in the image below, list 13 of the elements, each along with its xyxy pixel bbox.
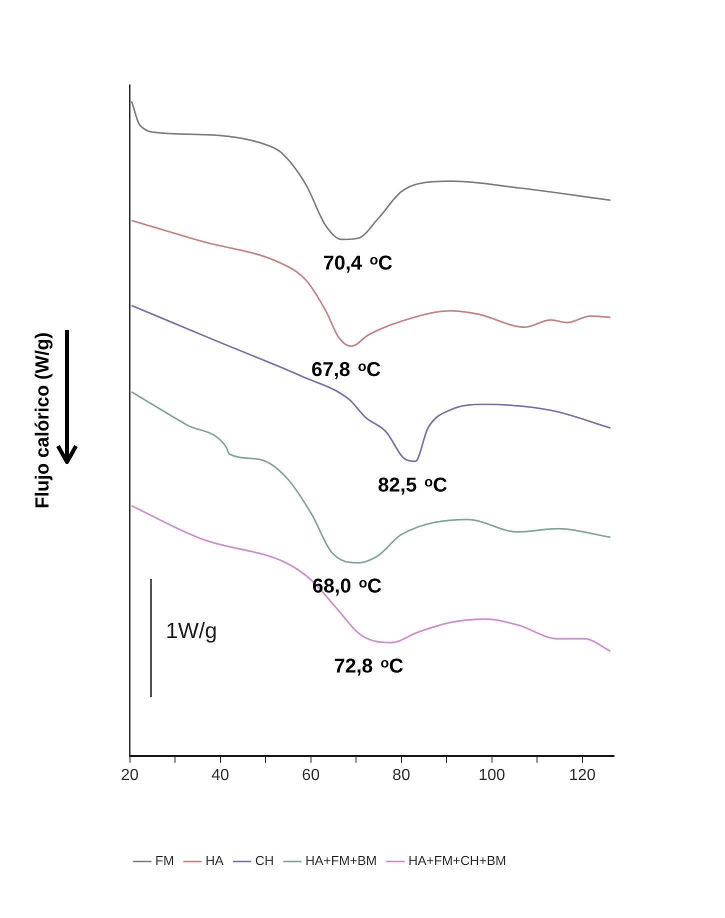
- x-tick-label: 120: [568, 766, 596, 784]
- annotation: 1W/g: [166, 618, 218, 643]
- legend-label: HA: [206, 853, 224, 868]
- legend-label: FM: [155, 853, 174, 868]
- x-tick-label: 40: [211, 766, 230, 784]
- x-tick-label: 100: [478, 766, 506, 784]
- x-tick-label: 20: [120, 766, 139, 784]
- legend-label: HA+FM+BM: [305, 853, 377, 868]
- x-tick-label: 60: [302, 766, 320, 784]
- x-tick-label: 80: [392, 766, 410, 784]
- legend-label: CH: [255, 853, 274, 868]
- y-axis-title: Flujo calórico (W/g): [32, 332, 54, 509]
- legend-label: HA+FM+CH+BM: [408, 853, 506, 868]
